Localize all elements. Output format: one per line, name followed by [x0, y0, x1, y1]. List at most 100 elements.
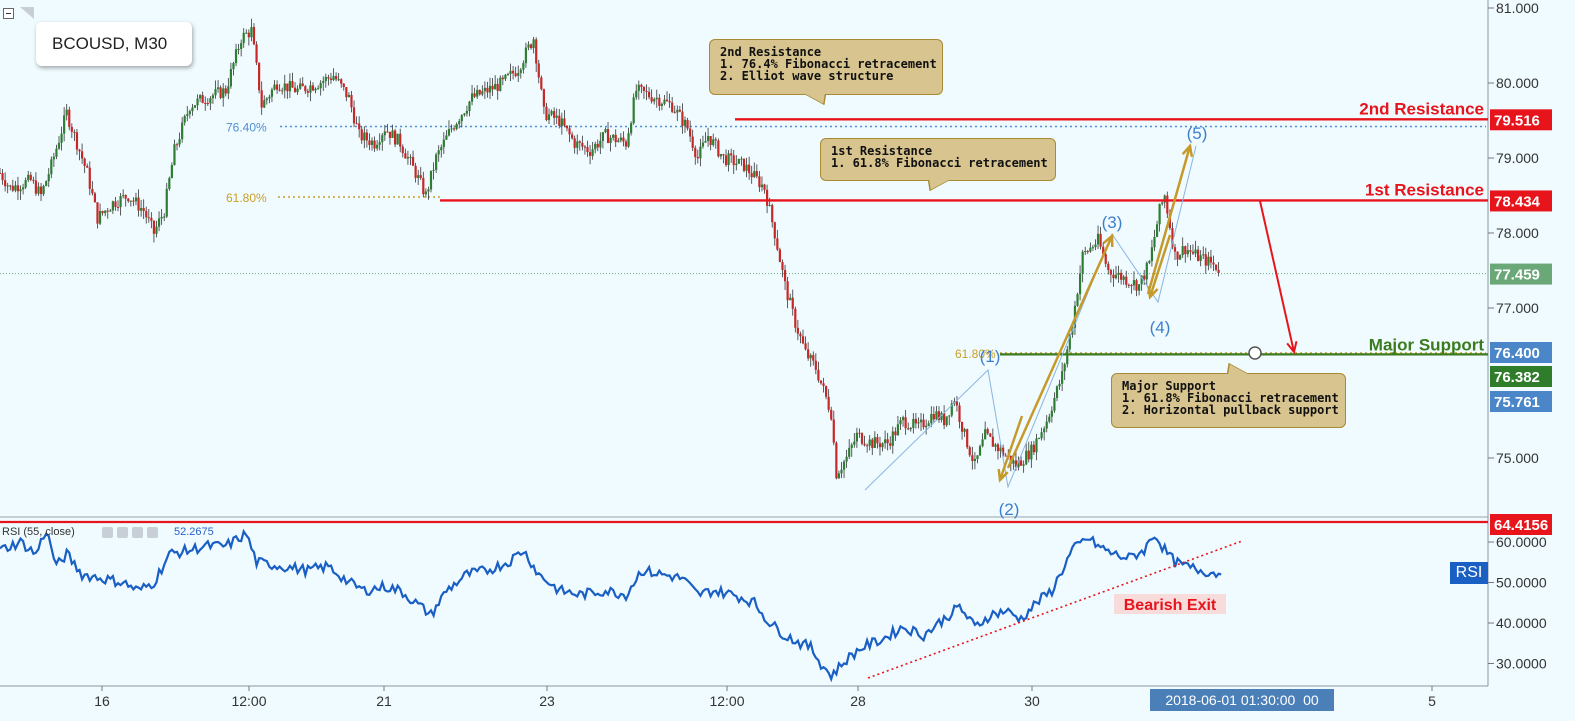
- wave-arrow-1-head: [997, 468, 1009, 483]
- candle: [404, 153, 407, 159]
- candle: [429, 170, 433, 190]
- candle: [275, 84, 279, 90]
- candle: [660, 103, 664, 106]
- candle: [273, 84, 276, 90]
- candle: [537, 63, 540, 78]
- candle: [1063, 364, 1066, 372]
- candle: [442, 139, 445, 148]
- candle: [1112, 274, 1115, 279]
- rsi-badge: RSI: [1450, 562, 1488, 584]
- candle: [191, 107, 194, 112]
- candle: [0, 173, 2, 174]
- candle: [1122, 276, 1125, 280]
- candle: [414, 165, 417, 178]
- candle: [835, 442, 838, 479]
- candle: [1114, 274, 1118, 279]
- candle: [1125, 276, 1128, 285]
- time-tick-label: 21: [376, 693, 392, 709]
- candle: [1186, 250, 1189, 255]
- candle: [1035, 438, 1038, 453]
- fib-618-small-label: 61.80%: [955, 347, 996, 361]
- candle: [1050, 410, 1053, 417]
- candle: [1176, 251, 1179, 260]
- callout-1st-resistance: 1st Resistance 1. 61.8% Fibonacci retrac…: [820, 138, 1056, 181]
- candle: [1109, 270, 1112, 275]
- plus-icon[interactable]: [132, 527, 143, 538]
- time-tick-label: 28: [850, 693, 866, 709]
- candle: [435, 154, 438, 170]
- candle: [632, 97, 635, 124]
- candle: [635, 90, 638, 98]
- close-icon[interactable]: [147, 527, 158, 538]
- candle: [763, 184, 766, 190]
- candle: [609, 137, 612, 143]
- candle: [722, 154, 725, 156]
- candle: [858, 432, 861, 434]
- candle: [1030, 444, 1033, 460]
- badge-rsi-res-bg: [1490, 514, 1552, 535]
- candle: [427, 189, 430, 192]
- candle: [365, 132, 368, 141]
- candle: [699, 146, 702, 159]
- candle: [527, 44, 530, 48]
- candle: [960, 421, 964, 432]
- candle: [345, 87, 348, 98]
- grid: [0, 0, 1489, 687]
- badge-r1-bg: [1490, 190, 1552, 212]
- candle: [901, 417, 905, 421]
- gear-icon[interactable]: [117, 527, 128, 538]
- candle: [1135, 280, 1138, 291]
- candle: [432, 169, 435, 171]
- candle: [1091, 247, 1095, 249]
- candle: [211, 95, 215, 99]
- candle: [383, 131, 386, 136]
- candle: [604, 129, 607, 133]
- candle: [481, 91, 484, 95]
- candle: [863, 443, 866, 446]
- candle: [447, 129, 451, 136]
- candle: [627, 133, 630, 147]
- candle: [1002, 447, 1005, 456]
- candle: [771, 205, 774, 223]
- candle: [55, 148, 58, 157]
- candle: [689, 128, 692, 137]
- bearish-target-arrow: [1259, 200, 1295, 353]
- candle: [57, 142, 61, 149]
- candle: [1209, 256, 1213, 263]
- candle: [265, 98, 268, 101]
- fibonacci-levels: 76.40% 61.80% 61.80%: [0, 121, 1486, 361]
- candle: [830, 409, 833, 420]
- bearish-exit-label: Bearish Exit: [1124, 597, 1217, 614]
- time-tick-label: 16: [94, 693, 110, 709]
- candle: [594, 143, 597, 150]
- eye-icon[interactable]: [102, 527, 113, 538]
- candle: [935, 411, 938, 420]
- candle: [878, 443, 882, 448]
- candle: [45, 181, 48, 186]
- price-axis: 81.000 80.000 79.000 78.000 77.000 75.000 60.0…: [94, 0, 1552, 709]
- candle: [724, 155, 728, 166]
- candle: [324, 76, 327, 82]
- candle: [614, 134, 617, 143]
- candle: [791, 297, 794, 309]
- rsi-tick-label: 50.0000: [1496, 575, 1547, 591]
- candle: [1066, 349, 1069, 365]
- fib-618-label: 61.80%: [226, 191, 267, 205]
- symbol-text: BCOUSD, M30: [52, 34, 168, 53]
- candle: [29, 174, 32, 180]
- candle: [796, 327, 799, 334]
- candle: [881, 443, 884, 448]
- candle: [1161, 202, 1164, 204]
- candle: [617, 140, 620, 143]
- price-tick-label: 80.000: [1496, 75, 1539, 91]
- candle: [984, 429, 987, 440]
- candle: [943, 413, 946, 426]
- collapse-icon[interactable]: [3, 8, 14, 19]
- time-tick-label: 12:00: [709, 693, 744, 709]
- candle: [704, 140, 707, 143]
- candle: [737, 158, 740, 164]
- candle: [370, 140, 374, 145]
- candle: [406, 157, 410, 159]
